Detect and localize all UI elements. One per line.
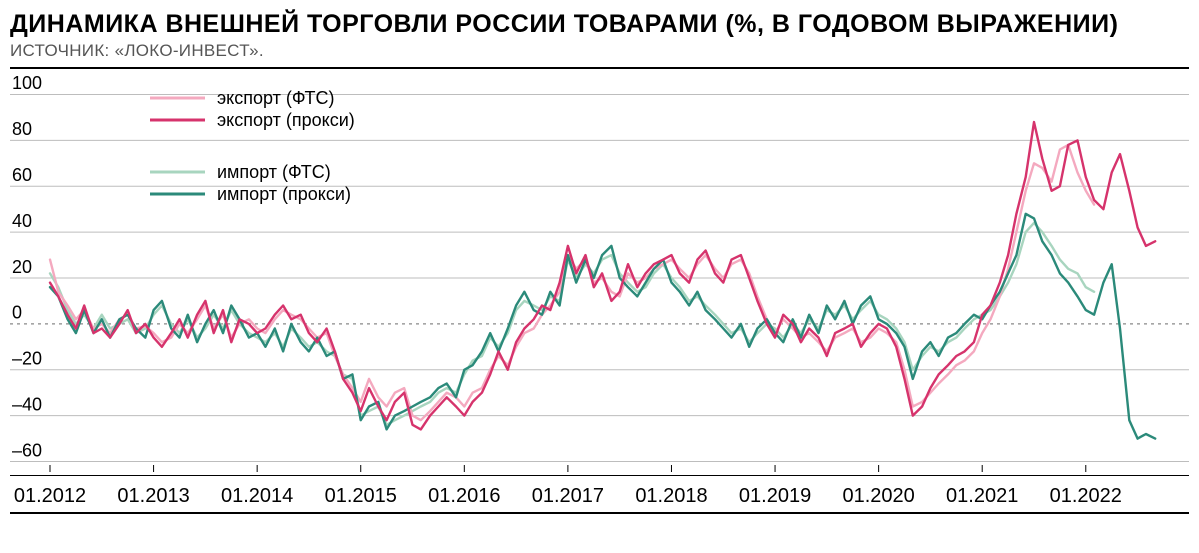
x-axis: 01.2012 01.2013 01.2014 01.2015 01.2016 01.20… (10, 476, 1189, 512)
ytick-label: 100 (12, 73, 42, 93)
legend-label: импорт (прокси) (217, 184, 351, 204)
chart-svg: –60 –40 –20 0 20 40 60 80 100 экспорт (ФТС)экспор… (10, 73, 1189, 473)
ytick-label: –40 (12, 394, 42, 414)
xtick-label: 01.2012 (14, 485, 86, 507)
xtick-label: 01.2017 (532, 485, 604, 507)
xtick-label: 01.2013 (117, 485, 189, 507)
ytick-label: 40 (12, 211, 32, 231)
ytick-label: 60 (12, 165, 32, 185)
ytick-label: –20 (12, 349, 42, 369)
legend-label: экспорт (прокси) (217, 110, 355, 130)
legend-label: экспорт (ФТС) (217, 88, 335, 108)
ytick-label: 80 (12, 119, 32, 139)
xtick-label: 01.2014 (221, 485, 293, 507)
xtick-label: 01.2019 (739, 485, 811, 507)
top-rule (10, 67, 1189, 69)
chart-source: ИСТОЧНИК: «ЛОКО-ИНВЕСТ». (10, 41, 1189, 61)
xtick-label: 01.2016 (428, 485, 500, 507)
xtick-label: 01.2021 (946, 485, 1018, 507)
bottom-rule (10, 512, 1189, 514)
chart-title: ДИНАМИКА ВНЕШНЕЙ ТОРГОВЛИ РОССИИ ТОВАРАМ… (10, 10, 1189, 39)
chart-container: ДИНАМИКА ВНЕШНЕЙ ТОРГОВЛИ РОССИИ ТОВАРАМ… (10, 10, 1189, 514)
plot-area: –60 –40 –20 0 20 40 60 80 100 экспорт (ФТС)экспор… (10, 73, 1189, 473)
xtick-label: 01.2020 (842, 485, 914, 507)
legend-label: импорт (ФТС) (217, 162, 331, 182)
ytick-label: 0 (12, 303, 22, 323)
xtick-label: 01.2022 (1050, 485, 1122, 507)
xtick-label: 01.2015 (325, 485, 397, 507)
xtick-label: 01.2018 (635, 485, 707, 507)
ytick-label: –60 (12, 440, 42, 460)
series-export-proxy (50, 122, 1155, 429)
ytick-label: 20 (12, 257, 32, 277)
